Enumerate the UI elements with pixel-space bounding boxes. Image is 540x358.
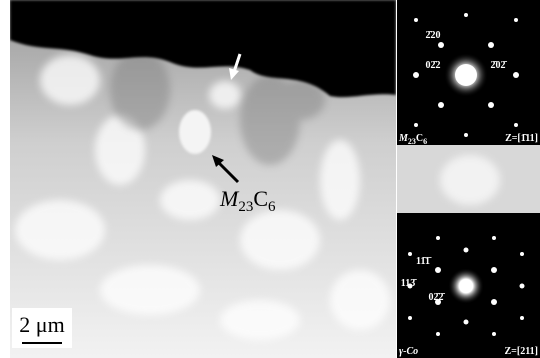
phase-label: γ-Co: [399, 346, 418, 357]
spot-label: 02̄2̄: [429, 292, 446, 303]
spot-label: 2̄02̄: [491, 60, 508, 71]
matrix-label: Matrix: [218, 18, 278, 43]
zone-axis: Z=[211]: [505, 346, 538, 357]
figure: Matrix M23C6 2 μm 2̄20 02̄2 2̄02̄ M23C6 …: [0, 0, 540, 358]
micrograph: [10, 0, 396, 358]
spot-label: 02̄2: [426, 60, 441, 71]
spot-label: 2̄20: [426, 30, 441, 41]
spot-label: 11̄1̄: [416, 256, 432, 267]
scale-bar-label: 2 μm: [19, 312, 64, 337]
zone-axis: Z=[1̄11]: [505, 133, 538, 144]
spot-label: 113̄: [401, 278, 417, 289]
